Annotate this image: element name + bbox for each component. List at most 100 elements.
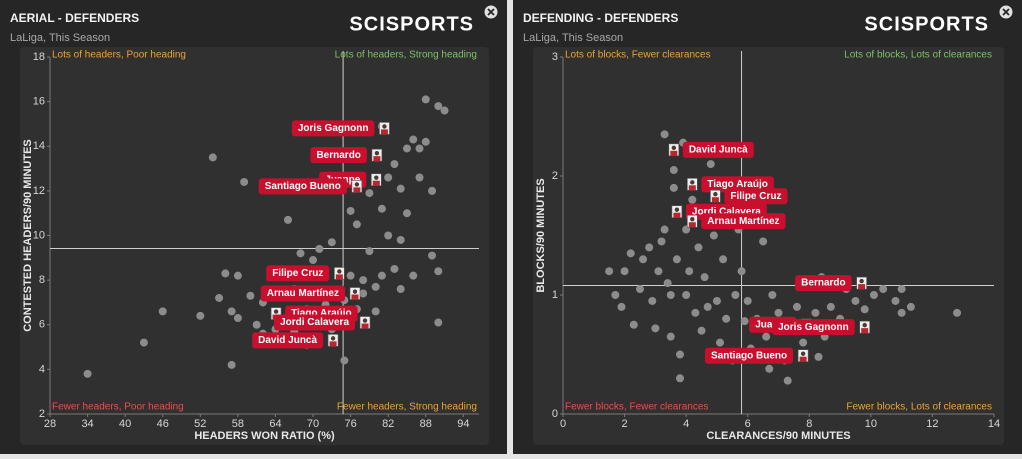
data-point (666, 291, 675, 299)
player-icon-head (674, 207, 680, 212)
data-point (402, 144, 411, 153)
highlight-label: Santiago Bueno (258, 178, 347, 195)
label-box (772, 319, 855, 336)
data-point (626, 249, 635, 258)
data-point (346, 271, 355, 280)
player-icon-head (859, 278, 864, 284)
player-icon-head (374, 175, 379, 180)
data-point (879, 285, 888, 294)
player-marker (797, 349, 809, 362)
player-icon-head (862, 322, 867, 328)
y-tick-label: 18 (33, 51, 45, 63)
x-tick-label: 2 (622, 418, 628, 430)
data-point (697, 326, 706, 335)
highlight-label: David Juncà (252, 332, 324, 349)
data-point (315, 244, 324, 253)
data-point (440, 106, 449, 115)
data-point (233, 314, 242, 323)
data-point (384, 173, 393, 182)
player-marker (668, 143, 680, 157)
y-tick-label: 4 (39, 363, 45, 375)
data-point (233, 271, 242, 280)
data-point (851, 296, 860, 305)
data-point (906, 302, 915, 311)
highlight-label: Bernardo (795, 275, 852, 292)
data-point (434, 267, 443, 276)
data-point (434, 318, 443, 327)
y-tick-label: 10 (33, 229, 45, 241)
highlight-label: Filipe Cruz (724, 188, 788, 205)
data-point (158, 307, 167, 316)
x-tick-label: 76 (344, 418, 356, 430)
x-tick-label: 88 (420, 418, 432, 430)
data-point (327, 238, 336, 247)
brand-logo: SCISPORTS (864, 13, 989, 35)
player-marker (687, 178, 698, 191)
player-marker (379, 122, 390, 135)
player-icon-head (374, 150, 380, 156)
data-point (208, 153, 217, 162)
data-point (359, 276, 368, 285)
label-box (682, 141, 754, 158)
y-tick-label: 6 (39, 319, 45, 331)
y-tick-label: 12 (33, 185, 45, 197)
data-point (657, 237, 666, 246)
x-axis-title: HEADERS WON RATIO (%) (194, 430, 335, 442)
data-point (296, 249, 305, 258)
player-icon-shirt (711, 197, 719, 203)
x-tick-label: 70 (307, 418, 319, 430)
player-marker (351, 180, 363, 193)
data-point (611, 291, 620, 299)
y-tick-label: 2 (552, 170, 558, 182)
data-point (694, 243, 703, 252)
x-tick-label: 40 (119, 418, 131, 430)
data-point (759, 237, 768, 246)
data-point (685, 267, 694, 276)
x-axis-title: CLEARANCES/90 MINUTES (706, 430, 850, 442)
label-box (258, 178, 347, 195)
close-cross (487, 8, 495, 16)
player-icon-head (352, 289, 358, 294)
player-icon-shirt (372, 180, 380, 186)
close-cross (1002, 8, 1010, 16)
x-tick-label: 8 (806, 418, 812, 430)
x-tick-label: 82 (382, 418, 394, 430)
data-point (639, 255, 648, 264)
player-icon-head (671, 145, 677, 151)
data-point (669, 166, 678, 175)
chart-title: AERIAL - DEFENDERS (10, 11, 139, 25)
chart-subtitle: LaLiga, This Season (10, 32, 110, 44)
player-icon-head (273, 309, 279, 314)
player-label: Bernardo (801, 278, 845, 289)
quadrant-label: Fewer headers, Poor heading (52, 402, 184, 413)
close-button[interactable] (999, 5, 1013, 19)
data-point (869, 291, 878, 299)
data-point (762, 332, 771, 341)
player-marker (856, 276, 867, 290)
data-point (712, 296, 721, 305)
data-point (396, 285, 405, 294)
x-tick-label: 0 (560, 418, 566, 430)
data-point (390, 160, 399, 169)
player-icon-head (690, 180, 695, 185)
player-label: David Juncà (689, 144, 748, 155)
close-button[interactable] (484, 5, 498, 19)
highlight-label: Arnau Martínez (260, 285, 345, 302)
data-point (421, 95, 430, 104)
data-point (743, 296, 752, 305)
data-point (706, 160, 715, 169)
data-point (663, 279, 672, 288)
label-box (291, 120, 375, 137)
data-point (783, 376, 792, 385)
data-point (660, 225, 669, 234)
data-point (654, 267, 663, 276)
player-icon-shirt (673, 212, 681, 218)
player-icon-shirt (858, 284, 866, 290)
data-point (688, 195, 697, 204)
player-icon-shirt (335, 274, 343, 280)
x-tick-label: 52 (194, 418, 206, 430)
data-point (227, 360, 236, 369)
data-point (691, 308, 700, 317)
player-icon-head (337, 269, 342, 274)
